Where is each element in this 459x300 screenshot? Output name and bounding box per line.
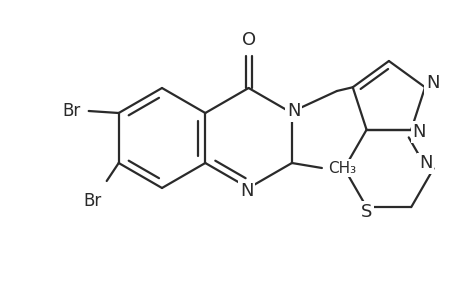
Text: S: S	[360, 203, 371, 221]
Text: N: N	[412, 123, 425, 141]
Text: N: N	[418, 154, 431, 172]
Text: N: N	[425, 74, 439, 92]
Text: Br: Br	[84, 192, 101, 210]
Text: N: N	[286, 102, 300, 120]
Text: N: N	[239, 182, 253, 200]
Text: CH₃: CH₃	[327, 160, 355, 175]
Text: O: O	[241, 31, 255, 49]
Text: Br: Br	[62, 102, 81, 120]
